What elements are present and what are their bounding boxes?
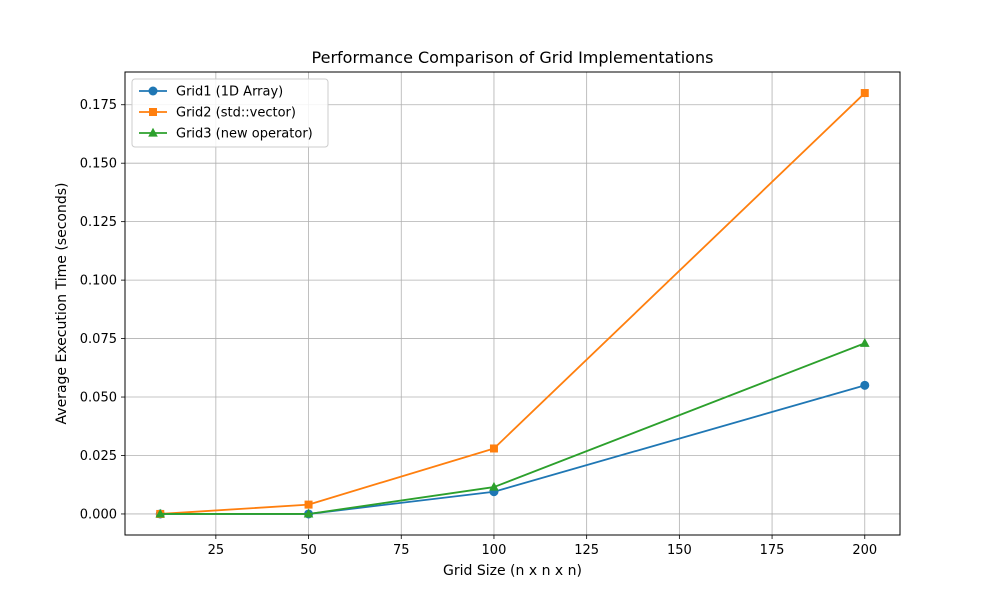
plot-frame xyxy=(124,71,901,536)
series-3 xyxy=(155,338,870,518)
grid-lines xyxy=(125,72,900,535)
data-point xyxy=(860,89,869,98)
legend-item: Grid3 (new operator) xyxy=(139,127,313,142)
axis-ticks: 25 50 75 100 125 150 175 200 0.000 0.025 0.050 0.07… xyxy=(80,98,877,558)
data-point xyxy=(489,481,499,491)
y-tick-label: 0.000 xyxy=(80,507,117,522)
legend: Grid1 (1D Array)Grid2 (std::vector)Grid3… xyxy=(131,78,329,148)
legend-marker xyxy=(148,127,158,137)
y-tick-label: 0.175 xyxy=(80,98,117,113)
data-point xyxy=(860,380,870,390)
legend-label: Grid3 (new operator) xyxy=(176,127,313,142)
data-point xyxy=(303,508,314,518)
x-axis-label: Grid Size (n x n x n) xyxy=(443,563,582,579)
x-tick-label: 125 xyxy=(574,543,599,558)
data-series xyxy=(155,89,870,519)
x-tick-label: 100 xyxy=(482,543,507,558)
x-tick-label: 25 xyxy=(208,543,225,558)
x-tick-label: 75 xyxy=(393,543,410,558)
x-tick-label: 200 xyxy=(852,543,877,558)
data-point xyxy=(304,500,313,509)
series-line xyxy=(160,384,866,515)
legend-box xyxy=(131,78,329,148)
data-point xyxy=(155,508,166,518)
series-2 xyxy=(156,89,869,518)
chart-title: Performance Comparison of Grid Implement… xyxy=(312,48,714,67)
legend-item: Grid1 (1D Array) xyxy=(139,85,283,100)
legend-marker xyxy=(149,108,157,116)
legend-label: Grid1 (1D Array) xyxy=(176,85,283,100)
y-axis-label: Average Execution Time (seconds) xyxy=(54,183,70,425)
y-tick-label: 0.100 xyxy=(80,274,117,289)
data-point xyxy=(859,338,870,347)
series-line xyxy=(160,342,866,515)
x-tick-label: 150 xyxy=(667,543,692,558)
y-tick-label: 0.025 xyxy=(80,449,117,464)
y-tick-label: 0.150 xyxy=(80,157,117,172)
legend-label: Grid2 (std::vector) xyxy=(176,106,296,121)
legend-item: Grid2 (std::vector) xyxy=(139,106,296,121)
y-tick-label: 0.125 xyxy=(80,215,117,230)
y-tick-label: 0.075 xyxy=(80,332,117,347)
y-tick-label: 0.050 xyxy=(80,391,117,406)
legend-marker xyxy=(148,86,158,96)
data-point xyxy=(489,444,498,453)
x-tick-label: 175 xyxy=(760,543,785,558)
series-1 xyxy=(155,380,870,519)
series-line xyxy=(160,92,866,515)
x-tick-label: 50 xyxy=(300,543,317,558)
